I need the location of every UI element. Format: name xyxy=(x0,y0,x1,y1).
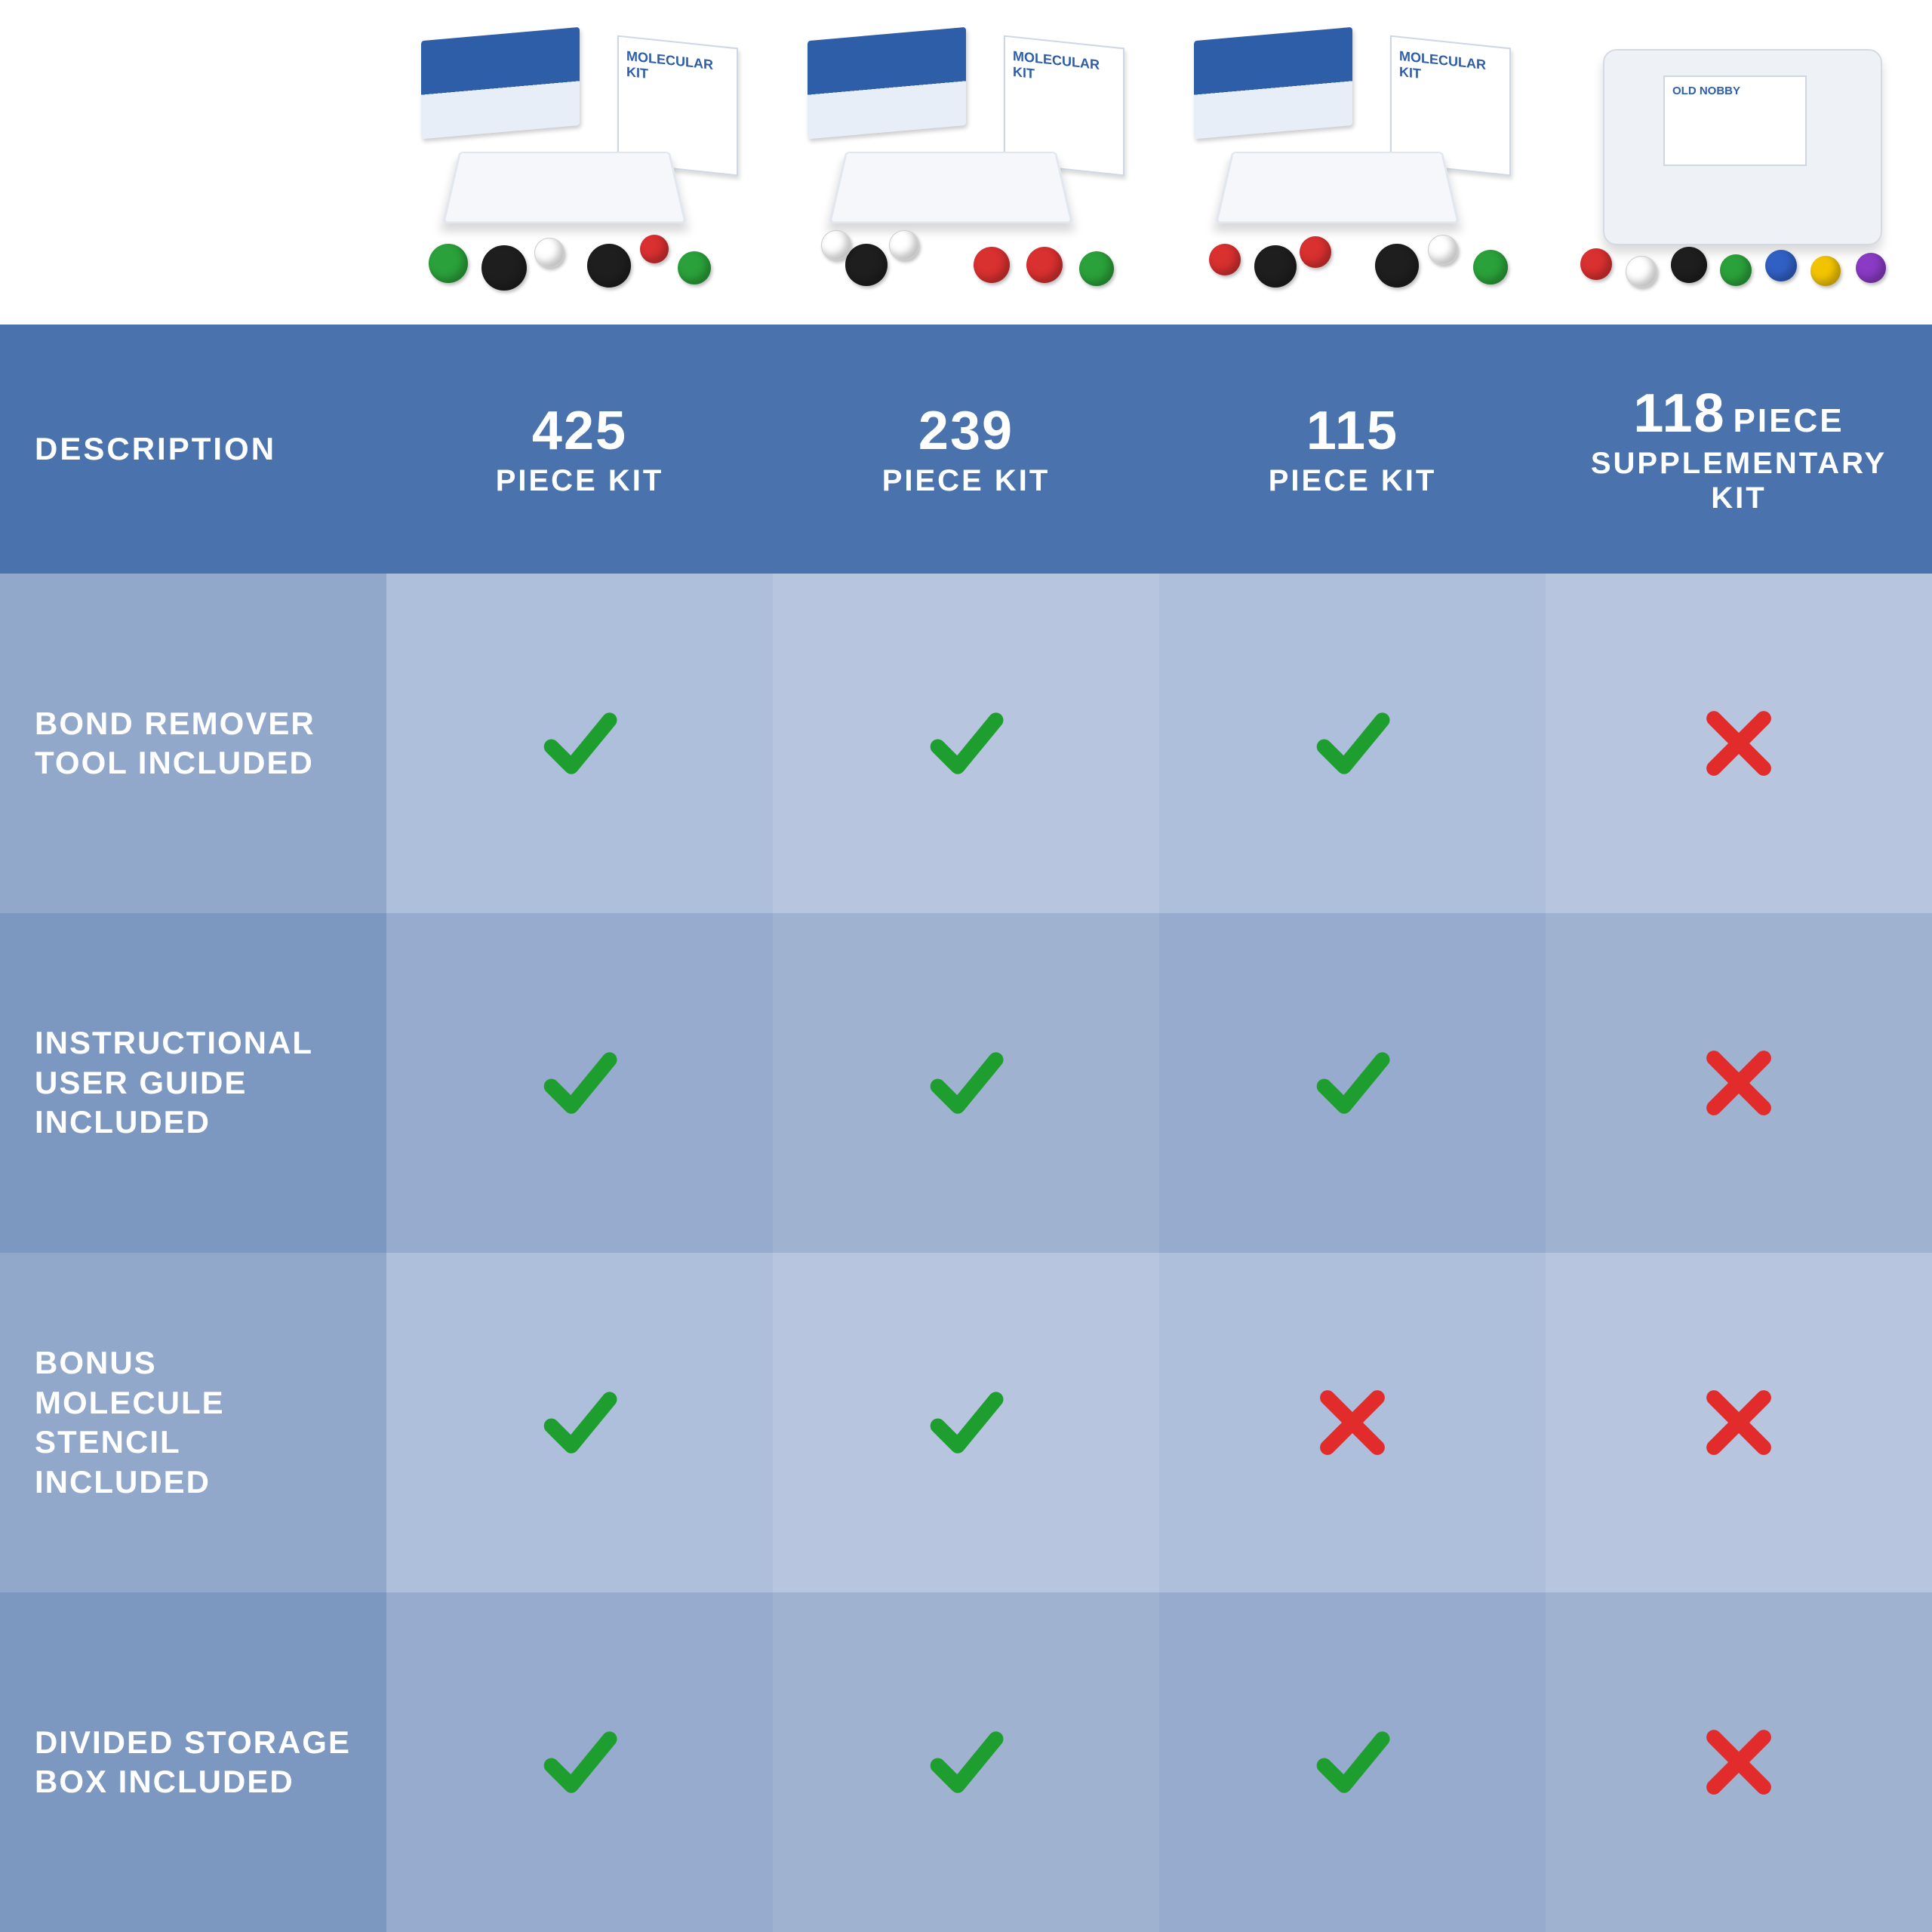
comparison-body: BOND REMOVER TOOL INCLUDEDINSTRUCTIONAL … xyxy=(0,574,1932,1932)
value-cell xyxy=(1159,1592,1546,1932)
table-row: DIVIDED STORAGE BOX INCLUDED xyxy=(0,1592,1932,1932)
value-cell xyxy=(386,574,773,913)
kit-box-icon xyxy=(808,27,966,139)
check-icon xyxy=(924,702,1008,785)
header-description: DESCRIPTION xyxy=(0,431,386,467)
value-cell xyxy=(1546,1592,1932,1932)
value-cell xyxy=(773,1592,1159,1932)
product-image-239: MOLECULAR KIT xyxy=(800,34,1132,291)
product-image-row: MOLECULAR KIT MOLECULAR KIT xyxy=(0,0,1932,325)
value-cell xyxy=(773,574,1159,913)
header-col-239: 239 PIECE KIT xyxy=(773,400,1159,499)
cross-icon xyxy=(1697,1721,1780,1804)
value-cell xyxy=(773,913,1159,1253)
kit-tray-icon xyxy=(1215,152,1460,223)
kit-tray-icon xyxy=(829,152,1073,223)
table-row: INSTRUCTIONAL USER GUIDE INCLUDED xyxy=(0,913,1932,1253)
value-cell xyxy=(1159,1253,1546,1592)
molecule-balls xyxy=(800,223,1132,291)
value-cell xyxy=(386,1253,773,1592)
row-label: BOND REMOVER TOOL INCLUDED xyxy=(0,574,386,913)
check-icon xyxy=(538,1721,621,1804)
bag-label: OLD NOBBY xyxy=(1663,75,1807,166)
value-cell xyxy=(1159,913,1546,1253)
product-image-115: MOLECULAR KIT xyxy=(1186,34,1518,291)
value-cell xyxy=(1546,1253,1932,1592)
cross-icon xyxy=(1697,702,1780,785)
value-cell xyxy=(773,1253,1159,1592)
image-row-spacer xyxy=(0,0,386,325)
value-cell xyxy=(1159,574,1546,913)
kit-tray-icon xyxy=(442,152,687,223)
molecule-balls xyxy=(1186,223,1518,291)
check-icon xyxy=(538,1381,621,1464)
molecule-balls xyxy=(414,223,746,291)
row-label: DIVIDED STORAGE BOX INCLUDED xyxy=(0,1592,386,1932)
header-col-115: 115 PIECE KIT xyxy=(1159,400,1546,499)
kit-box-icon xyxy=(421,27,580,139)
header-col-425: 425 PIECE KIT xyxy=(386,400,773,499)
header-col-118: 118PIECE SUPPLEMENTARY KIT xyxy=(1546,383,1932,516)
row-label: BONUS MOLECULE STENCIL INCLUDED xyxy=(0,1253,386,1592)
value-cell xyxy=(1546,574,1932,913)
check-icon xyxy=(538,1041,621,1124)
cross-icon xyxy=(1697,1041,1780,1124)
check-icon xyxy=(924,1381,1008,1464)
value-cell xyxy=(386,913,773,1253)
table-row: BONUS MOLECULE STENCIL INCLUDED xyxy=(0,1253,1932,1592)
check-icon xyxy=(924,1721,1008,1804)
value-cell xyxy=(386,1592,773,1932)
check-icon xyxy=(1311,1721,1394,1804)
check-icon xyxy=(1311,702,1394,785)
product-image-118: OLD NOBBY xyxy=(1573,34,1905,291)
comparison-header-row: DESCRIPTION 425 PIECE KIT 239 PIECE KIT … xyxy=(0,325,1932,574)
value-cell xyxy=(1546,913,1932,1253)
product-image-425: MOLECULAR KIT xyxy=(414,34,746,291)
check-icon xyxy=(538,702,621,785)
cross-icon xyxy=(1697,1381,1780,1464)
table-row: BOND REMOVER TOOL INCLUDED xyxy=(0,574,1932,913)
molecule-balls xyxy=(1573,223,1905,291)
cross-icon xyxy=(1311,1381,1394,1464)
check-icon xyxy=(1311,1041,1394,1124)
row-label: INSTRUCTIONAL USER GUIDE INCLUDED xyxy=(0,913,386,1253)
kit-box-icon xyxy=(1194,27,1352,139)
check-icon xyxy=(924,1041,1008,1124)
